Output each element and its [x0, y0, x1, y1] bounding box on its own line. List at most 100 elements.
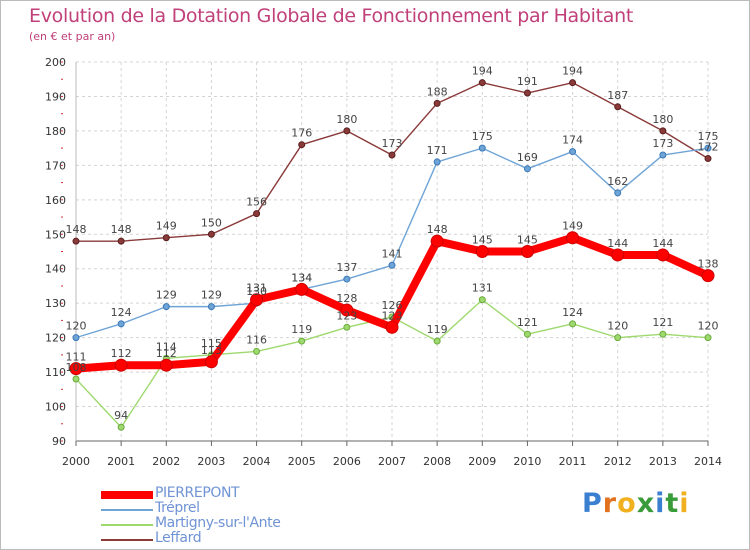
- x-tick-label: 2007: [378, 455, 406, 468]
- data-point: [614, 189, 622, 197]
- data-point: [72, 237, 80, 245]
- data-point: [704, 144, 712, 152]
- y-tick-label: 130: [45, 297, 66, 310]
- logo-letter: x: [636, 488, 656, 519]
- data-label: 124: [562, 306, 583, 319]
- data-point: [433, 337, 441, 345]
- data-label: 191: [517, 75, 538, 88]
- chart-title: Evolution de la Dotation Globale de Fonc…: [29, 5, 634, 27]
- data-label: 134: [291, 271, 312, 284]
- x-tick-label: 2010: [513, 455, 541, 468]
- data-point: [340, 303, 354, 317]
- y-tick-label: 140: [45, 263, 66, 276]
- data-point: [204, 355, 218, 369]
- logo-letter: P: [582, 488, 603, 519]
- data-point: [659, 330, 667, 338]
- data-label: 119: [291, 323, 312, 336]
- data-point: [475, 245, 489, 258]
- data-label: 114: [156, 340, 177, 353]
- data-point: [69, 362, 83, 376]
- data-point: [117, 320, 125, 328]
- x-tick-label: 2011: [559, 455, 587, 468]
- data-point: [162, 303, 170, 311]
- data-point: [478, 79, 486, 87]
- legend-item: Leffard: [101, 530, 341, 548]
- data-point: [162, 234, 170, 242]
- data-label: 129: [156, 289, 177, 302]
- legend-label: Martigny-sur-l'Ante: [155, 515, 281, 531]
- data-label: 194: [472, 65, 493, 78]
- data-label: 148: [427, 223, 448, 236]
- x-tick-label: 2004: [243, 455, 271, 468]
- data-label: 115: [201, 337, 222, 350]
- data-label: 171: [427, 144, 448, 157]
- data-point: [656, 248, 670, 262]
- series-group: [69, 79, 715, 431]
- data-label: 126: [382, 299, 403, 312]
- data-point: [388, 261, 396, 269]
- data-label: 129: [201, 289, 222, 302]
- data-label: 173: [382, 137, 403, 150]
- data-point: [72, 375, 80, 383]
- data-label: 172: [698, 140, 719, 153]
- data-point: [343, 275, 351, 283]
- x-tick-label: 2014: [694, 455, 722, 468]
- x-tick-label: 2001: [107, 455, 135, 468]
- y-tick-label: 100: [45, 401, 66, 414]
- data-label: 131: [472, 282, 493, 295]
- data-point: [569, 320, 577, 328]
- data-label: 180: [652, 113, 673, 126]
- data-point: [117, 423, 125, 431]
- data-label: 145: [472, 234, 493, 247]
- data-label: 169: [517, 151, 538, 164]
- data-point: [72, 334, 80, 342]
- legend-item: Martigny-sur-l'Ante: [101, 515, 341, 533]
- data-label: 120: [698, 320, 719, 333]
- legend-item: Tréprel: [101, 500, 341, 518]
- y-tick-label: 170: [45, 159, 66, 172]
- legend-item: PIERREPONT: [101, 485, 341, 503]
- data-label: 134: [291, 271, 312, 284]
- data-point: [523, 330, 531, 338]
- y-tick-label: 120: [45, 332, 66, 345]
- data-point: [523, 165, 531, 173]
- data-label: 138: [698, 258, 719, 271]
- legend-label: PIERREPONT: [155, 485, 240, 501]
- data-point: [433, 158, 441, 166]
- logo-letter: t: [665, 488, 680, 519]
- data-point: [253, 210, 261, 218]
- x-tick-label: 2008: [423, 455, 451, 468]
- data-label: 113: [201, 344, 222, 357]
- y-tick-label: 90: [52, 435, 66, 448]
- data-label: 116: [246, 333, 267, 346]
- data-label: 174: [562, 134, 583, 147]
- data-point: [298, 337, 306, 345]
- data-label: 137: [336, 261, 357, 274]
- y-tick-label: 180: [45, 125, 66, 138]
- x-tick-label: 2009: [468, 455, 496, 468]
- data-label: 119: [427, 323, 448, 336]
- data-point: [207, 303, 215, 311]
- data-point: [343, 323, 351, 331]
- data-point: [523, 89, 531, 97]
- data-label: 194: [562, 65, 583, 78]
- data-point: [298, 141, 306, 149]
- data-label: 162: [607, 175, 628, 188]
- x-tick-label: 2003: [197, 455, 225, 468]
- data-point: [701, 269, 715, 283]
- y-tick-label: 200: [45, 56, 66, 69]
- data-point: [295, 282, 309, 296]
- data-point: [569, 148, 577, 156]
- data-point: [207, 230, 215, 238]
- data-label: 188: [427, 85, 448, 98]
- data-label: 141: [382, 247, 403, 260]
- data-point: [478, 296, 486, 304]
- legend-label: Leffard: [155, 530, 202, 546]
- data-point: [478, 144, 486, 152]
- data-point: [611, 248, 625, 262]
- data-point: [614, 334, 622, 342]
- data-point: [520, 245, 534, 258]
- data-label: 145: [517, 234, 538, 247]
